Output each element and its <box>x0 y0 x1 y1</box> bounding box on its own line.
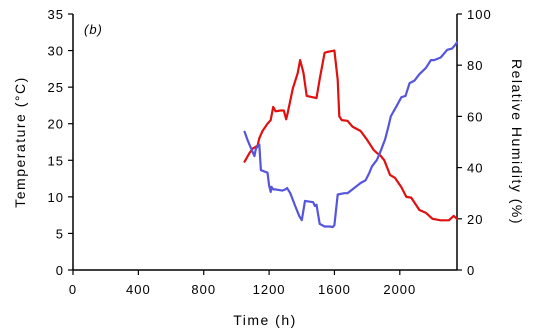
y-left-tick-label: 35 <box>48 7 64 22</box>
x-tick-label: 800 <box>191 282 216 297</box>
y-right-tick-label: 60 <box>467 109 483 124</box>
y-right-tick-label: 100 <box>467 7 492 22</box>
temperature-series-line <box>243 49 459 222</box>
panel-label: (b) <box>84 22 103 37</box>
x-tick-label: 1200 <box>253 282 286 297</box>
y-right-tick-label: 40 <box>467 161 483 176</box>
y-right-axis-title: Relative Humidity (%) <box>509 59 525 225</box>
plot-frame <box>72 14 458 271</box>
x-tick-label: 2000 <box>383 282 416 297</box>
y-left-tick-label: 20 <box>48 117 64 132</box>
y-left-tick-label: 30 <box>48 44 64 59</box>
y-left-tick-label: 15 <box>48 153 64 168</box>
y-left-tick-label: 5 <box>56 226 64 241</box>
x-tick-label: 0 <box>69 282 77 297</box>
x-tick-label: 1600 <box>318 282 351 297</box>
x-axis: 0 400 800 1200 1600 2000 <box>69 270 416 297</box>
y-left-tick-label: 10 <box>48 190 64 205</box>
y-left-axis: 0 5 10 15 20 25 30 35 <box>48 7 73 278</box>
y-right-tick-label: 0 <box>467 263 475 278</box>
x-tick-label: 400 <box>126 282 151 297</box>
y-left-axis-title: Temperature (°C) <box>12 76 28 208</box>
y-right-axis: 0 20 40 60 80 100 <box>457 7 492 278</box>
series-layer <box>243 41 459 229</box>
y-left-tick-label: 25 <box>48 80 64 95</box>
y-left-tick-label: 0 <box>56 263 64 278</box>
y-right-tick-label: 80 <box>467 58 483 73</box>
y-right-tick-label: 20 <box>467 212 483 227</box>
humidity-series-line <box>243 41 459 229</box>
x-axis-title: Time (h) <box>233 312 297 328</box>
